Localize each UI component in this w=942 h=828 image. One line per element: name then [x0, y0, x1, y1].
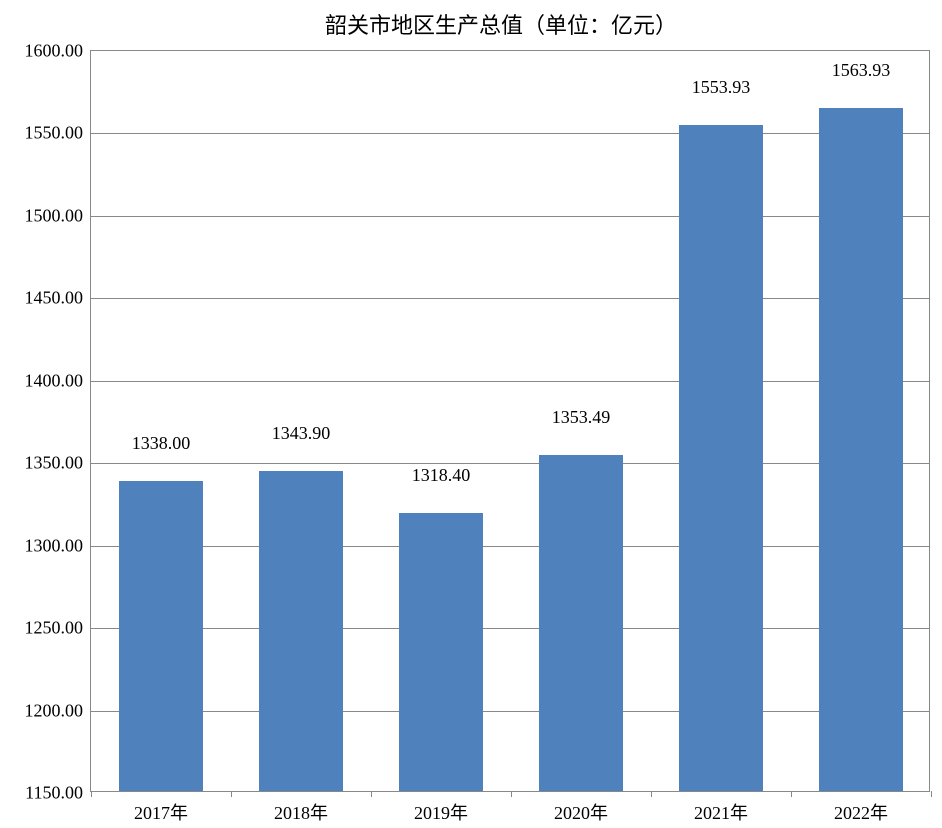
x-tick: [91, 791, 92, 797]
y-tick-label: 1450.00: [25, 288, 92, 309]
gdp-bar-chart: 韶关市地区生产总值（单位：亿元） 1150.001200.001250.0013…: [0, 0, 942, 828]
y-gridline: [91, 463, 929, 464]
x-tick: [231, 791, 232, 797]
y-tick-label: 1200.00: [25, 700, 92, 721]
bar-value-label: 1553.93: [692, 77, 751, 98]
y-gridline: [91, 133, 929, 134]
bar-value-label: 1353.49: [552, 407, 611, 428]
x-tick-label: 2019年: [414, 791, 468, 825]
y-gridline: [91, 298, 929, 299]
bar: [819, 108, 903, 791]
bar-value-label: 1343.90: [272, 423, 331, 444]
x-tick: [931, 791, 932, 797]
y-tick-label: 1350.00: [25, 453, 92, 474]
y-tick-label: 1400.00: [25, 370, 92, 391]
x-tick: [371, 791, 372, 797]
x-tick-label: 2018年: [274, 791, 328, 825]
bar: [259, 471, 343, 791]
bar-value-label: 1563.93: [832, 60, 891, 81]
plot-area: 1150.001200.001250.001300.001350.001400.…: [90, 50, 930, 792]
y-tick-label: 1600.00: [25, 41, 92, 62]
y-gridline: [91, 628, 929, 629]
bar: [119, 481, 203, 791]
x-tick-label: 2020年: [554, 791, 608, 825]
y-tick-label: 1550.00: [25, 123, 92, 144]
y-gridline: [91, 546, 929, 547]
chart-title: 韶关市地区生产总值（单位：亿元）: [0, 8, 942, 40]
y-tick-label: 1500.00: [25, 205, 92, 226]
x-tick: [791, 791, 792, 797]
bar: [679, 125, 763, 791]
y-gridline: [91, 216, 929, 217]
y-tick-label: 1300.00: [25, 535, 92, 556]
y-gridline: [91, 711, 929, 712]
y-tick-label: 1150.00: [25, 783, 91, 804]
x-tick-label: 2017年: [134, 791, 188, 825]
y-tick-label: 1250.00: [25, 618, 92, 639]
bar: [399, 513, 483, 791]
x-tick-label: 2022年: [834, 791, 888, 825]
x-tick-label: 2021年: [694, 791, 748, 825]
bar-value-label: 1338.00: [132, 433, 191, 454]
x-tick: [511, 791, 512, 797]
bar-value-label: 1318.40: [412, 465, 471, 486]
bar: [539, 455, 623, 791]
y-gridline: [91, 381, 929, 382]
x-tick: [651, 791, 652, 797]
